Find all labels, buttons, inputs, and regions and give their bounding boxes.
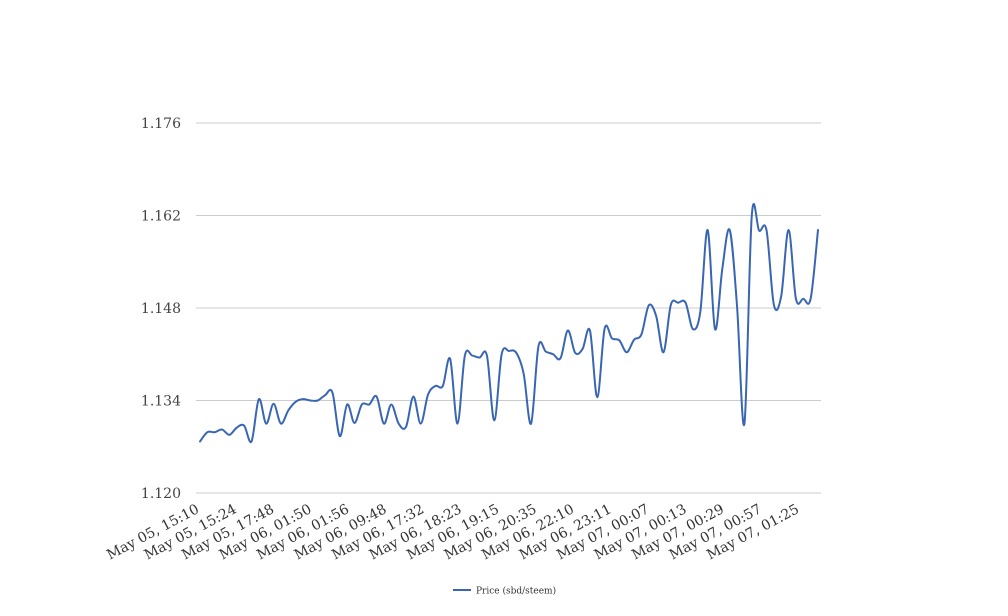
y-tick-label: 1.162 [141,209,181,225]
series-line-price [199,203,819,444]
legend-label: Price (sbd/steem) [476,586,556,597]
gridlines [196,122,821,494]
legend[interactable]: Price (sbd/steem) [453,586,556,597]
y-axis-ticks: 1.120 1.134 1.148 1.162 1.176 [141,116,181,502]
y-tick-label: 1.148 [141,301,181,317]
y-tick-label: 1.120 [141,486,181,502]
series-group [199,203,819,444]
y-tick-label: 1.134 [141,394,181,410]
y-tick-label: 1.176 [141,116,181,132]
